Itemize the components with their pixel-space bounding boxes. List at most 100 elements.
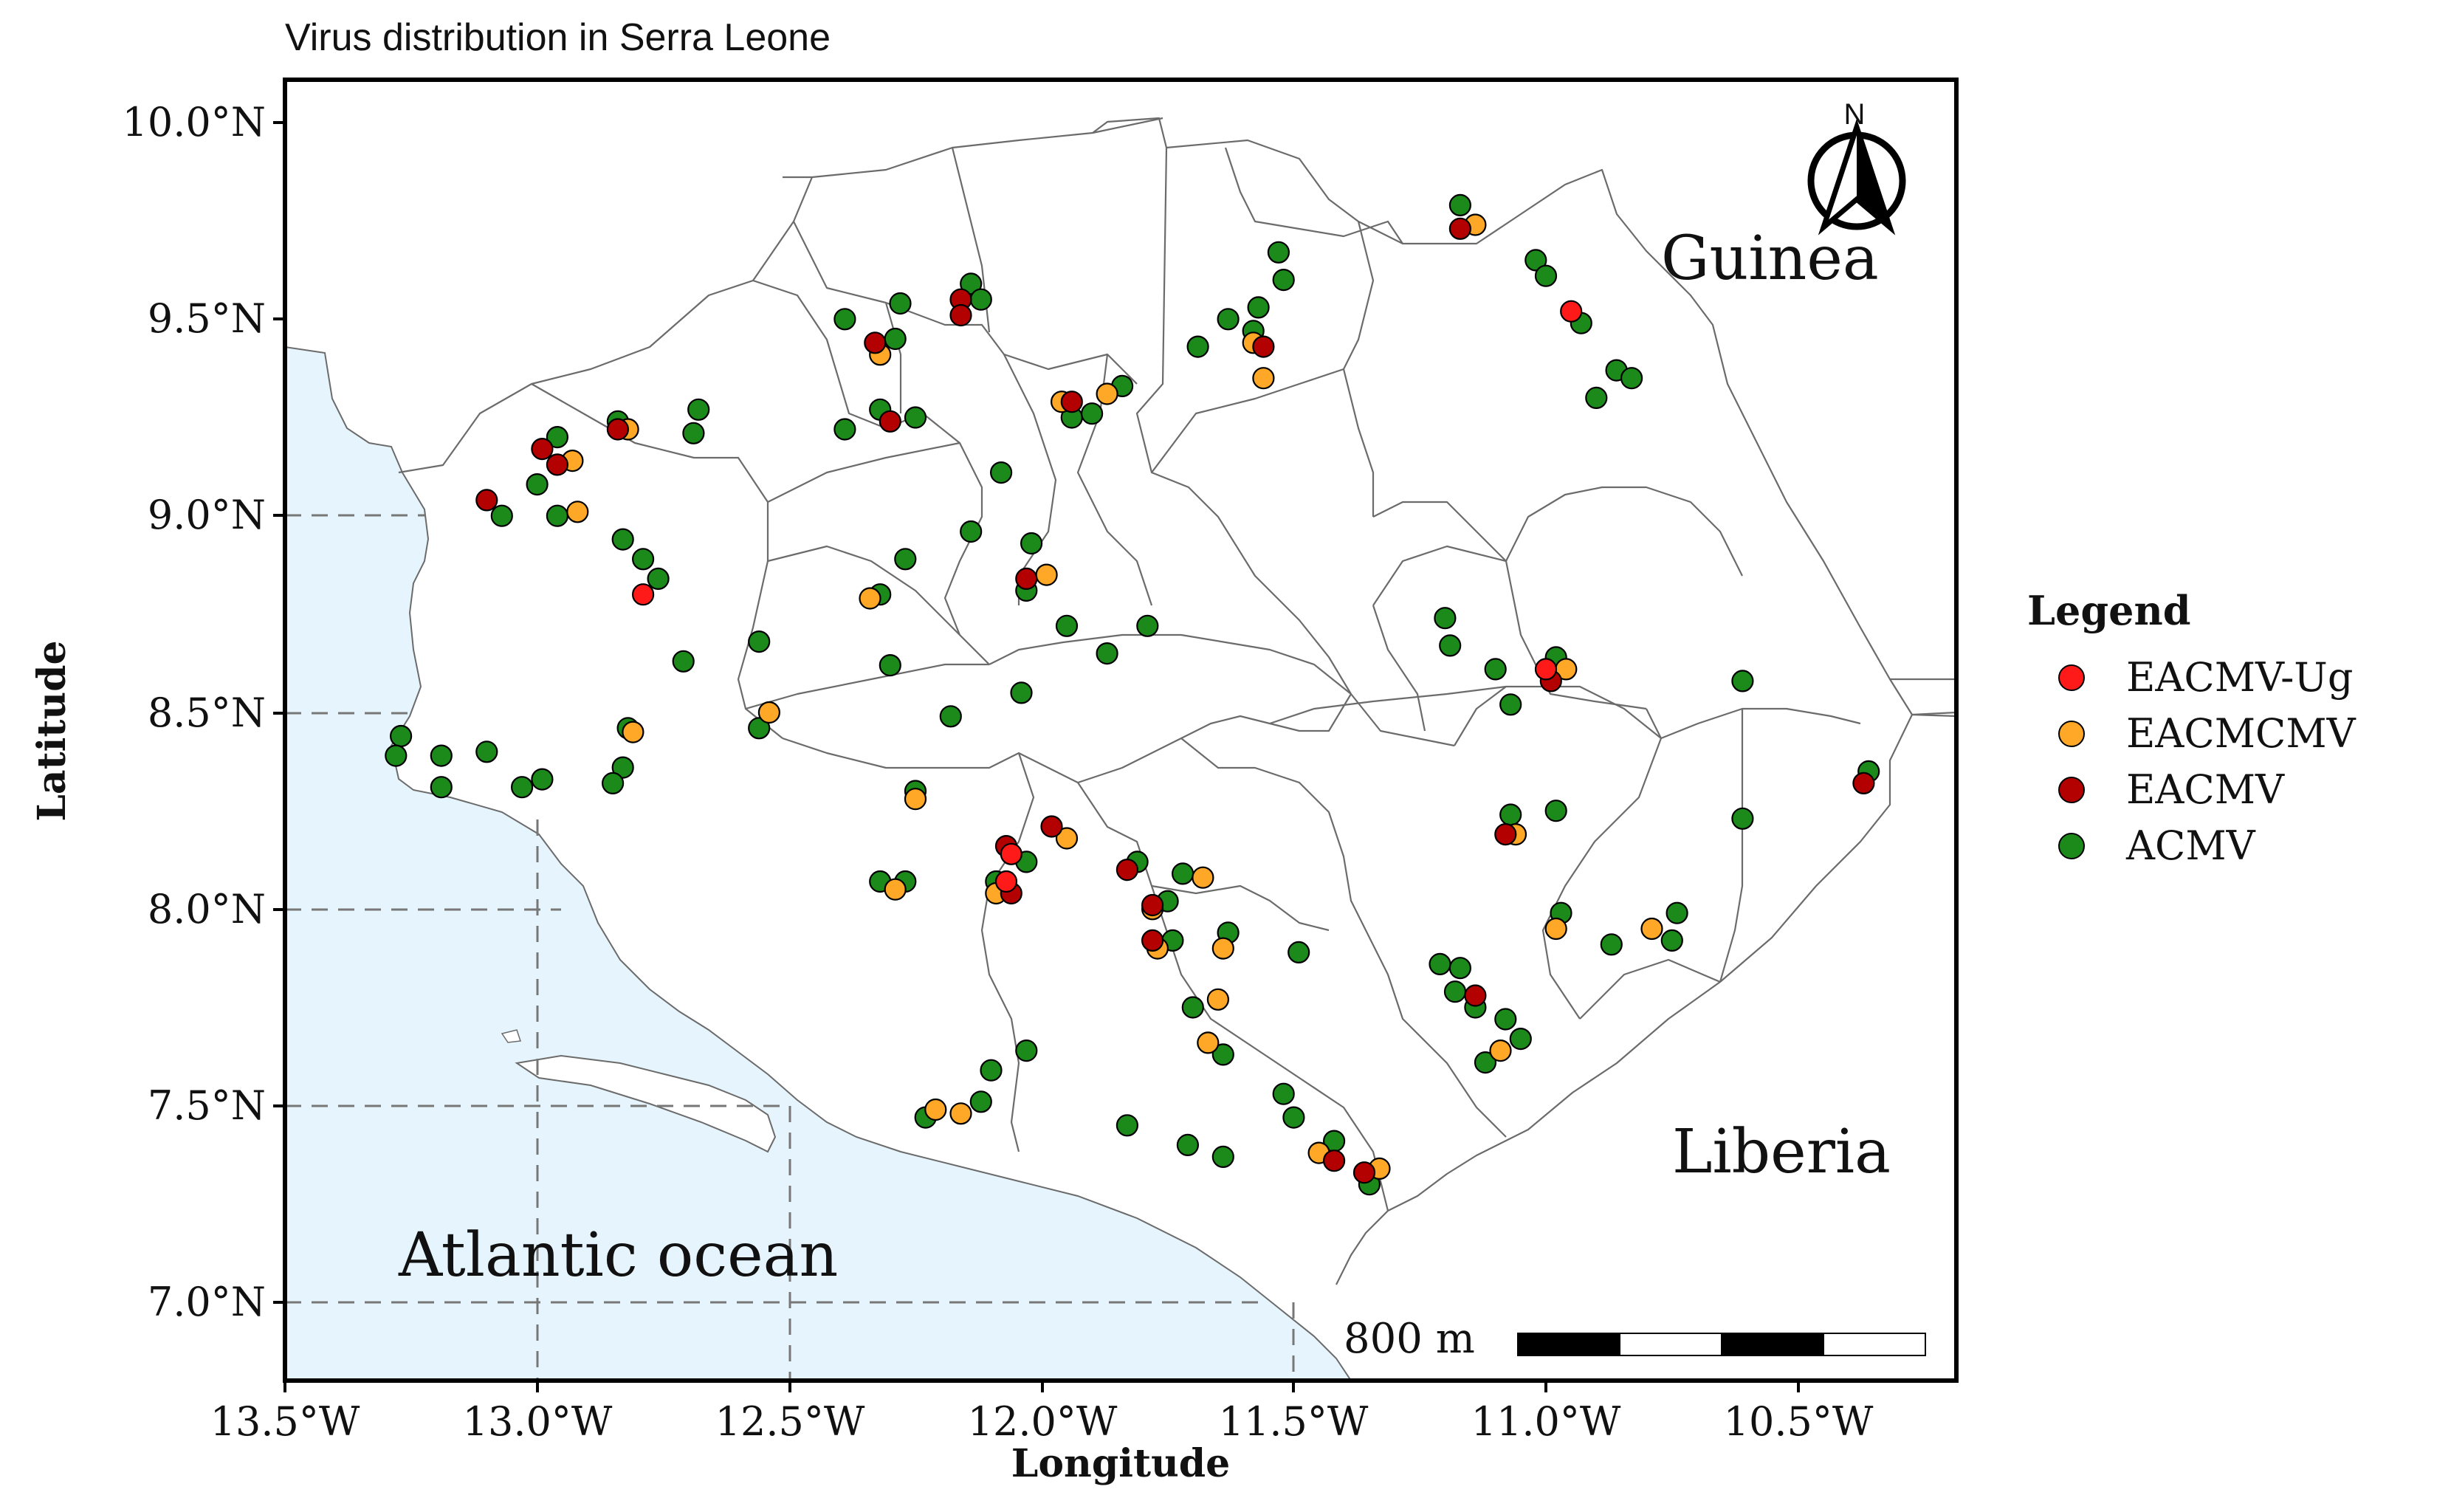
- sample-point-acmv: [1429, 952, 1451, 976]
- sample-point-acmv: [631, 548, 655, 571]
- sample-point-acmv: [1176, 1133, 1200, 1157]
- sample-point-eacmcmv: [884, 878, 907, 901]
- sample-point-acmv: [833, 308, 856, 331]
- sample-point-acmv: [894, 548, 917, 571]
- sample-point-eacmcmv: [566, 501, 589, 523]
- sample-point-acmv: [989, 461, 1013, 484]
- sample-point-eacmcmv: [1096, 382, 1118, 405]
- sample-point-acmv: [1585, 386, 1608, 410]
- sample-point-acmv: [969, 288, 992, 311]
- sample-point-eacmv: [546, 453, 569, 476]
- sample-point-eacmv: [1464, 984, 1487, 1007]
- scale-bar-label: 800 m: [1344, 1315, 1475, 1363]
- sample-point-eacmv: [475, 489, 498, 512]
- sample-point-acmv: [1136, 614, 1159, 637]
- sample-point-acmv: [1474, 1051, 1497, 1074]
- sample-point-eacmcmv: [622, 721, 644, 743]
- ocean-label: Atlantic ocean: [398, 1220, 838, 1291]
- sample-points: [385, 193, 1880, 1196]
- sample-point-acmv: [1509, 1027, 1532, 1051]
- sample-point-acmv: [526, 472, 549, 496]
- legend-marker: [2058, 721, 2085, 747]
- sample-point-acmv: [1211, 1043, 1234, 1066]
- x-tick-label: 13.0°W: [463, 1398, 613, 1445]
- sample-point-acmv: [1267, 241, 1290, 264]
- sample-point-acmv: [490, 504, 513, 527]
- sample-point-acmv: [672, 650, 695, 673]
- sample-point-acmv: [1096, 642, 1118, 665]
- sample-point-eacmv: [1252, 335, 1275, 358]
- sample-point-acmv: [1731, 807, 1754, 830]
- sample-point-acmv: [904, 406, 927, 429]
- x-tick-label: 11.5°W: [1219, 1398, 1369, 1445]
- sample-point-acmv: [1020, 532, 1043, 555]
- sample-point-acmv: [385, 744, 408, 767]
- legend-marker: [2058, 777, 2085, 803]
- x-axis: 13.5°W 13.0°W 12.5°W 12.0°W 11.5°W 11.0°…: [210, 1381, 1874, 1445]
- sample-point-acmv: [1448, 957, 1472, 980]
- sample-point-acmv: [833, 418, 856, 441]
- sample-point-acmv: [510, 776, 534, 799]
- y-axis: 10.0°N 9.5°N 9.0°N 8.5°N 8.0°N 7.5°N 7.0…: [123, 99, 285, 1325]
- sample-point-acmv: [475, 740, 498, 763]
- y-tick-label: 8.0°N: [148, 886, 266, 932]
- sample-point-acmv: [1534, 264, 1558, 287]
- liberia-label: Liberia: [1672, 1117, 1891, 1187]
- sample-point-eacmv: [531, 437, 554, 461]
- y-tick-label: 7.0°N: [148, 1279, 266, 1325]
- sample-point-acmv: [611, 756, 634, 779]
- north-arrow-icon: N: [1807, 98, 1906, 236]
- sample-point-eacmcmv: [924, 1098, 947, 1121]
- sample-point-acmv: [1439, 634, 1462, 657]
- sample-point-acmv: [430, 744, 453, 767]
- sample-point-acmv: [1544, 800, 1567, 822]
- sample-point-acmv: [1272, 269, 1295, 292]
- legend: Legend EACMV-Ug EACMCMV EACMV ACMV: [2027, 587, 2357, 869]
- sample-point-eacmcmv: [757, 701, 781, 724]
- sample-point-acmv: [1524, 249, 1547, 272]
- legend-marker: [2058, 833, 2085, 859]
- sample-point-eacmcmv: [1055, 827, 1079, 850]
- sample-point-acmv: [546, 504, 569, 527]
- sample-point-acmv: [687, 398, 710, 421]
- legend-title: Legend: [2027, 587, 2190, 634]
- legend-item: ACMV: [2058, 822, 2256, 869]
- sample-point-acmv: [1282, 1106, 1305, 1129]
- sample-point-eacmv: [1116, 858, 1139, 882]
- sample-point-eacmcmv: [1035, 563, 1058, 586]
- x-tick-label: 12.5°W: [715, 1398, 865, 1445]
- sample-point-eacmv: [879, 410, 901, 433]
- sample-point-eacmcmv: [1640, 917, 1663, 941]
- sample-point-eacmv: [1494, 822, 1517, 846]
- international-boundaries: [783, 176, 1956, 716]
- sample-point-acmv: [1080, 402, 1104, 425]
- sample-point-acmv: [1247, 296, 1270, 319]
- guide-lines: [285, 514, 1295, 1381]
- sample-point-acmv: [682, 422, 705, 444]
- sample-point-acmv: [1499, 803, 1522, 826]
- panel-border: [283, 78, 1959, 1383]
- atlantic-ocean: [285, 346, 1352, 1381]
- sample-point-acmv: [748, 717, 771, 740]
- sample-point-acmv: [1620, 367, 1643, 390]
- legend-label: ACMV: [2125, 822, 2256, 869]
- x-tick-label: 11.0°W: [1471, 1398, 1621, 1445]
- sample-point-eacmv-ug: [1560, 300, 1583, 323]
- north-label: N: [1844, 98, 1866, 131]
- y-tick-label: 9.5°N: [148, 295, 266, 342]
- sample-point-acmv: [531, 768, 554, 791]
- sample-point-acmv: [1665, 901, 1688, 924]
- sample-point-eacmv: [1448, 217, 1472, 240]
- sample-point-eacmcmv: [1192, 866, 1214, 889]
- guinea-label: Guinea: [1661, 224, 1879, 294]
- legend-item: EACMV: [2058, 766, 2285, 813]
- chart-title: Virus distribution in Serra Leone: [285, 16, 831, 59]
- sample-point-acmv: [960, 272, 983, 295]
- legend-marker: [2058, 664, 2085, 691]
- sample-point-acmv: [980, 1059, 1003, 1082]
- sample-point-acmv: [1494, 1008, 1517, 1031]
- sample-point-eacmcmv: [1544, 917, 1567, 941]
- sample-point-acmv: [1186, 335, 1209, 358]
- y-tick-label: 10.0°N: [123, 99, 266, 145]
- sample-point-eacmv: [1141, 893, 1164, 917]
